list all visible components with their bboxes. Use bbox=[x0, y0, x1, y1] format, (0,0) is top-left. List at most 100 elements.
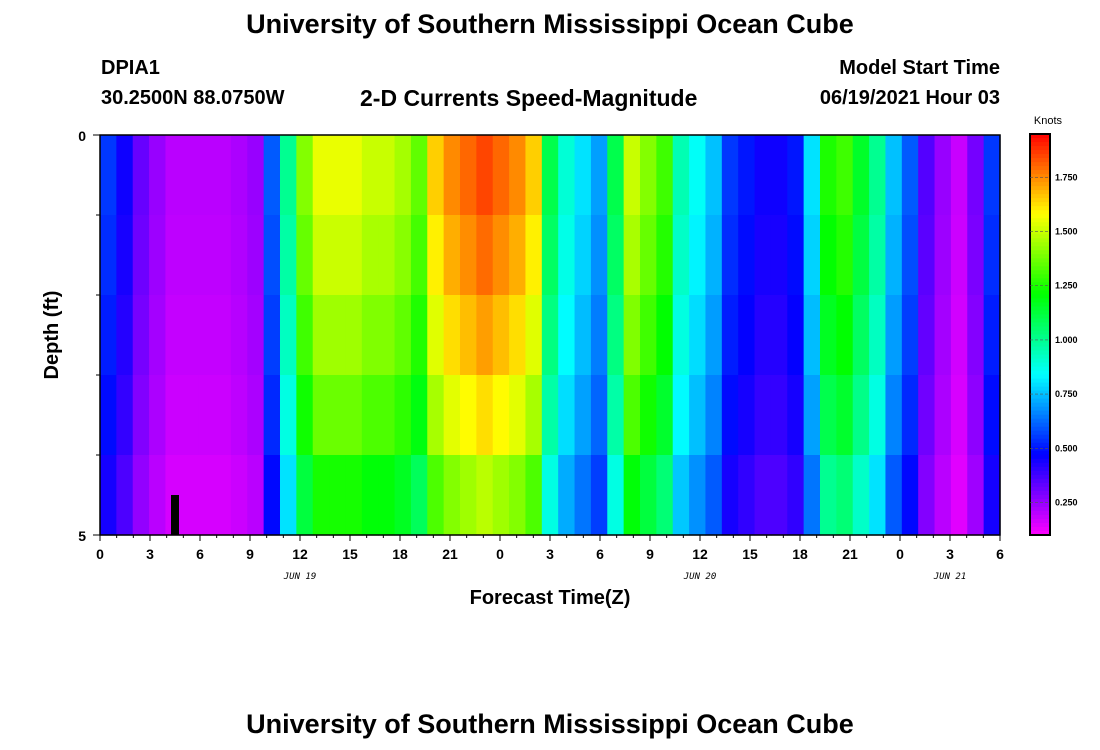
colorbar-segment bbox=[1030, 302, 1050, 308]
x-tick-label: 0 bbox=[496, 546, 504, 562]
colorbar-segment bbox=[1030, 214, 1050, 219]
heatmap-cell bbox=[230, 215, 248, 296]
heatmap-cell bbox=[721, 215, 739, 296]
heatmap-cell bbox=[361, 375, 379, 456]
heatmap-cell bbox=[803, 215, 821, 296]
heatmap-cell bbox=[623, 455, 641, 536]
heatmap-cell bbox=[623, 135, 641, 216]
x-tick-label: 9 bbox=[646, 546, 654, 562]
heatmap-cell bbox=[492, 375, 510, 456]
heatmap-cell bbox=[509, 375, 527, 456]
heatmap-cell bbox=[738, 215, 756, 296]
colorbar-segment bbox=[1030, 178, 1050, 183]
heatmap-cell bbox=[689, 215, 707, 296]
heatmap-cell bbox=[721, 295, 739, 376]
heatmap-cell bbox=[721, 135, 739, 216]
heatmap-cell bbox=[476, 375, 494, 456]
heatmap-cell bbox=[443, 135, 461, 216]
heatmap-cell bbox=[394, 375, 412, 456]
heatmap-cell bbox=[754, 135, 772, 216]
heatmap-cell bbox=[525, 295, 543, 376]
heatmap-cell bbox=[296, 295, 314, 376]
heatmap-cell bbox=[574, 375, 592, 456]
heatmap-cell bbox=[640, 215, 657, 296]
colorbar-segment bbox=[1030, 510, 1050, 516]
colorbar-segment bbox=[1030, 162, 1050, 167]
heatmap-cell bbox=[460, 375, 477, 456]
colorbar-segment bbox=[1030, 194, 1050, 199]
x-tick-label: 15 bbox=[742, 546, 758, 562]
heatmap-cell bbox=[558, 215, 576, 296]
heatmap-cell bbox=[770, 375, 788, 456]
colorbar-segment bbox=[1030, 218, 1050, 223]
heatmap-cell bbox=[165, 375, 183, 456]
heatmap-cell bbox=[361, 215, 379, 296]
heatmap-cell bbox=[656, 135, 674, 216]
heatmap-cell bbox=[296, 455, 314, 536]
heatmap-cell bbox=[443, 375, 461, 456]
heatmap-cell bbox=[247, 455, 265, 536]
heatmap-cell bbox=[394, 135, 412, 216]
colorbar-segment bbox=[1030, 170, 1050, 175]
colorbar-segment bbox=[1030, 326, 1050, 332]
heatmap-cell bbox=[901, 215, 919, 296]
colorbar-segment bbox=[1030, 414, 1050, 420]
model-start-label: Model Start Time bbox=[839, 57, 1000, 79]
heatmap-cell bbox=[901, 375, 919, 456]
chart-title-bottom: University of Southern Mississippi Ocean… bbox=[246, 709, 854, 739]
heatmap-cell bbox=[983, 455, 1001, 536]
x-tick-label: 3 bbox=[546, 546, 554, 562]
colorbar-segment bbox=[1030, 154, 1050, 159]
colorbar-segment bbox=[1030, 402, 1050, 408]
x-tick-label: 6 bbox=[596, 546, 604, 562]
colorbar-segment bbox=[1030, 430, 1050, 436]
x-axis-title: Forecast Time(Z) bbox=[470, 587, 631, 609]
heatmap-cell bbox=[869, 455, 887, 536]
heatmap-cell bbox=[443, 215, 461, 296]
heatmap-cell bbox=[230, 135, 248, 216]
model-start-value: 06/19/2021 Hour 03 bbox=[819, 87, 1000, 109]
chart-subtitle: 2-D Currents Speed-Magnitude bbox=[360, 85, 698, 111]
heatmap-cell bbox=[869, 295, 887, 376]
heatmap-cell bbox=[820, 295, 837, 376]
heatmap-cell bbox=[738, 455, 756, 536]
colorbar-segment bbox=[1030, 438, 1050, 444]
x-axis: 0 3 6 9 12 15 18 21 0 3 6 9 12 15 18 21 0 3 6 JUN 19 JUN 20 J… bbox=[96, 535, 1004, 582]
heatmap-cell bbox=[983, 215, 1001, 296]
colorbar-segment bbox=[1030, 530, 1050, 536]
colorbar-segment bbox=[1030, 526, 1050, 532]
heatmap-cell bbox=[640, 295, 657, 376]
heatmap-cell bbox=[901, 135, 919, 216]
colorbar-segment bbox=[1030, 134, 1050, 139]
heatmap-cell bbox=[590, 215, 608, 296]
heatmap-cell bbox=[787, 375, 805, 456]
x-tick-label: 15 bbox=[342, 546, 358, 562]
colorbar-segment bbox=[1030, 498, 1050, 504]
heatmap-cell bbox=[263, 295, 281, 376]
heatmap-cell bbox=[607, 375, 625, 456]
heatmap-cell bbox=[296, 135, 314, 216]
heatmap-cell bbox=[165, 135, 183, 216]
heatmap-cell bbox=[590, 135, 608, 216]
colorbar-segment bbox=[1030, 406, 1050, 412]
colorbar-segment bbox=[1030, 454, 1050, 460]
heatmap-cell bbox=[181, 215, 199, 296]
heatmap-cell bbox=[640, 375, 657, 456]
heatmap-cell bbox=[705, 455, 723, 536]
heatmap-cell bbox=[100, 135, 117, 216]
colorbar-segment bbox=[1030, 474, 1050, 480]
heatmap-cell bbox=[443, 295, 461, 376]
colorbar-segment bbox=[1030, 146, 1050, 151]
heatmap-cell bbox=[705, 295, 723, 376]
heatmap-cell bbox=[329, 135, 347, 216]
heatmap-cell bbox=[214, 135, 232, 216]
heatmap-cell bbox=[525, 135, 543, 216]
heatmap-cell bbox=[312, 135, 330, 216]
heatmap-cell bbox=[787, 295, 805, 376]
heatmap-cell bbox=[541, 375, 559, 456]
colorbar-segment bbox=[1030, 270, 1050, 275]
heatmap-cell bbox=[509, 295, 527, 376]
heatmap-cell bbox=[214, 375, 232, 456]
heatmap-cell bbox=[427, 215, 445, 296]
colorbar-segment bbox=[1030, 158, 1050, 163]
